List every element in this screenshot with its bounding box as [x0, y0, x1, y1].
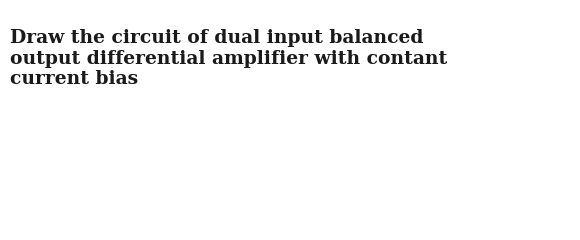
Text: Draw the circuit of dual input balanced
output differential amplifier with conta: Draw the circuit of dual input balanced …	[10, 29, 448, 88]
